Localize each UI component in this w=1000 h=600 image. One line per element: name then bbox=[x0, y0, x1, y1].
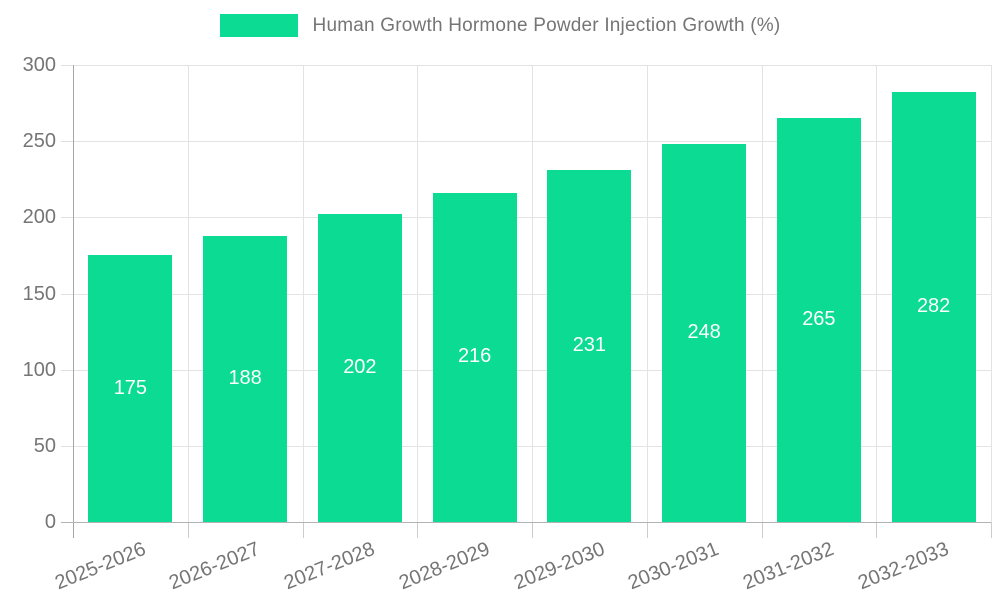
bar-2029-2030: 231 bbox=[547, 170, 632, 522]
x-axis-tick bbox=[761, 522, 763, 538]
x-axis-category-label: 2032-2033 bbox=[854, 538, 952, 595]
x-axis-category-label: 2028-2029 bbox=[395, 538, 493, 595]
bar-2031-2032: 265 bbox=[776, 118, 861, 522]
x-gridline bbox=[532, 65, 533, 522]
x-axis-category-label: 2031-2032 bbox=[740, 538, 838, 595]
y-axis-tick bbox=[61, 369, 73, 371]
x-axis-tick bbox=[991, 522, 992, 538]
x-gridline bbox=[302, 65, 304, 522]
bar-value-label: 202 bbox=[343, 356, 377, 379]
y-axis-tick bbox=[61, 141, 73, 143]
x-axis-category-label: 2025-2026 bbox=[51, 538, 149, 595]
bar-2030-2031: 248 bbox=[662, 144, 747, 522]
bar-2027-2028: 202 bbox=[317, 214, 402, 522]
x-axis-category-label: 2030-2031 bbox=[625, 538, 723, 595]
x-gridline bbox=[646, 65, 648, 522]
x-gridline bbox=[417, 65, 419, 522]
x-axis-tick bbox=[302, 522, 304, 538]
x-axis-category-label: 2026-2027 bbox=[166, 538, 264, 595]
x-axis-tick bbox=[876, 522, 878, 538]
x-axis-category-label: 2027-2028 bbox=[281, 538, 379, 595]
bar-2025-2026: 175 bbox=[88, 255, 173, 522]
bar-value-label: 216 bbox=[457, 345, 492, 368]
y-axis-tick bbox=[61, 293, 73, 295]
y-axis-tick-label: 300 bbox=[22, 54, 56, 76]
y-axis-tick-label: 100 bbox=[22, 358, 56, 381]
x-axis-category-label: 2029-2030 bbox=[510, 538, 608, 595]
legend-label: Human Growth Hormone Powder Injection Gr… bbox=[312, 14, 781, 36]
x-axis-tick bbox=[646, 522, 648, 538]
bar-value-label: 188 bbox=[228, 366, 262, 389]
y-axis-tick-label: 150 bbox=[22, 282, 56, 305]
bar-value-label: 175 bbox=[113, 376, 148, 399]
y-axis-tick-label: 50 bbox=[33, 434, 56, 457]
bar-2026-2027: 188 bbox=[203, 235, 288, 522]
y-axis-line bbox=[73, 65, 74, 538]
bar-value-label: 265 bbox=[802, 308, 836, 331]
x-gridline bbox=[187, 65, 189, 522]
x-axis-tick bbox=[187, 522, 189, 538]
x-gridline bbox=[876, 65, 878, 522]
x-gridline bbox=[761, 65, 763, 522]
x-gridline bbox=[991, 65, 992, 522]
x-axis-line bbox=[61, 522, 991, 523]
bar-value-label: 248 bbox=[687, 321, 721, 344]
bar-value-label: 282 bbox=[916, 295, 951, 318]
y-axis-tick-label: 200 bbox=[22, 206, 56, 229]
chart-legend: Human Growth Hormone Powder Injection Gr… bbox=[0, 14, 1000, 37]
y-axis-tick-label: 250 bbox=[22, 130, 56, 153]
bar-2032-2033: 282 bbox=[891, 92, 976, 522]
x-axis-tick bbox=[532, 522, 533, 538]
y-axis-tick bbox=[61, 217, 73, 219]
y-axis-tick-label: 0 bbox=[44, 511, 56, 533]
legend-swatch bbox=[219, 14, 298, 37]
y-axis-tick bbox=[61, 445, 73, 447]
x-axis-tick bbox=[417, 522, 419, 538]
y-axis-tick bbox=[61, 65, 73, 66]
bar-2028-2029: 216 bbox=[432, 192, 517, 522]
bar-value-label: 231 bbox=[572, 334, 607, 357]
